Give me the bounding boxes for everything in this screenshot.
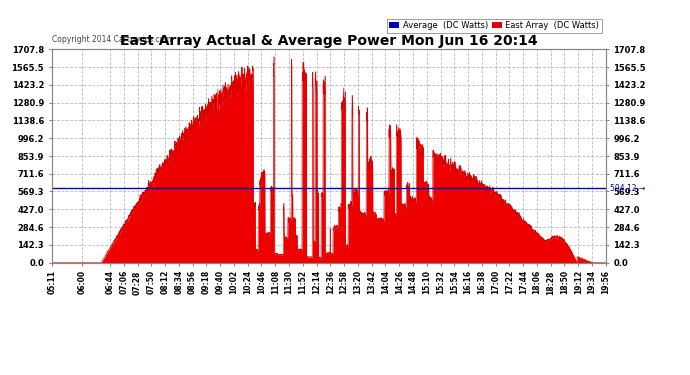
Legend: Average  (DC Watts), East Array  (DC Watts): Average (DC Watts), East Array (DC Watts… (386, 18, 602, 33)
Title: East Array Actual & Average Power Mon Jun 16 20:14: East Array Actual & Average Power Mon Ju… (120, 34, 538, 48)
Text: 594.12 →: 594.12 → (610, 184, 645, 193)
Text: Copyright 2014 Cartronics.com: Copyright 2014 Cartronics.com (52, 34, 171, 44)
